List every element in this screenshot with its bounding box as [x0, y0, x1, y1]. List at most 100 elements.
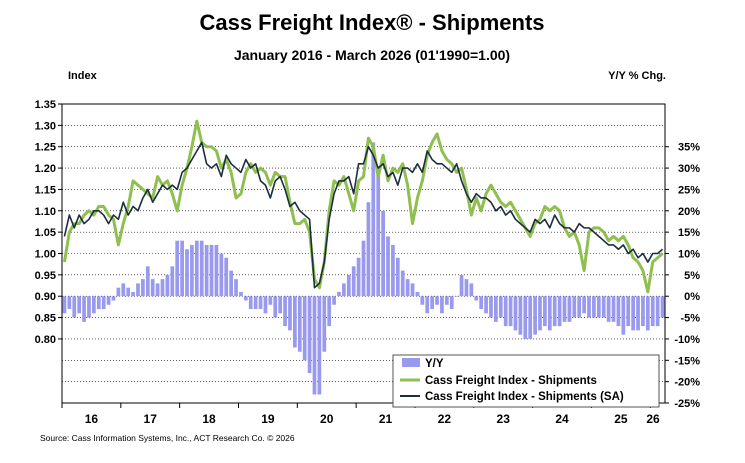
yy-bar — [322, 296, 327, 352]
yy-bar — [641, 296, 645, 327]
yy-bar — [538, 296, 542, 331]
right-tick-label: 5% — [684, 270, 700, 282]
x-tick-label: 16 — [85, 412, 99, 426]
yy-bar — [248, 296, 253, 310]
yy-bar — [513, 296, 518, 331]
legend: Y/Y Cass Freight Index - Shipments Cass … — [392, 354, 660, 408]
yy-bar — [141, 279, 145, 297]
yy-bar — [229, 270, 233, 297]
index-lines — [62, 119, 664, 294]
yy-bar — [543, 296, 547, 327]
yy-bar — [170, 266, 175, 297]
yy-bar — [489, 296, 493, 318]
yy-bar — [395, 257, 400, 297]
yy-bar — [381, 210, 385, 297]
yy-bar — [101, 296, 106, 310]
x-tick-label: 23 — [497, 412, 511, 426]
right-tick-label: -5% — [680, 313, 700, 325]
yy-bar — [435, 296, 439, 305]
right-axis-label: Y/Y % Chg. — [608, 70, 666, 82]
x-tick-label: 26 — [646, 412, 660, 426]
yy-bar — [165, 274, 170, 297]
right-tick-label: -15% — [674, 355, 700, 367]
x-tick-label: 22 — [438, 412, 452, 426]
yy-bar — [366, 202, 371, 297]
yy-bar — [199, 240, 204, 297]
yy-bar — [459, 274, 464, 297]
left-tick-label: 1.20 — [35, 163, 56, 175]
right-tick-label: -25% — [674, 398, 700, 410]
yy-bar — [376, 168, 381, 297]
yy-bar — [621, 296, 626, 335]
right-tick-label: 15% — [678, 227, 700, 239]
yy-bar — [528, 296, 533, 339]
right-tick-label: -20% — [674, 377, 700, 389]
chart-subtitle: January 2016 - March 2026 (01'1990=1.00) — [234, 47, 510, 63]
yy-bar — [484, 296, 488, 314]
yy-bar — [572, 296, 577, 318]
yy-bar — [601, 296, 606, 318]
yy-bar — [253, 296, 258, 310]
yy-bar — [224, 257, 229, 297]
yy-bar — [479, 296, 484, 310]
yy-bar — [454, 296, 459, 297]
yy-bar — [346, 274, 351, 297]
left-tick-label: 1.00 — [35, 249, 56, 261]
yy-bar — [126, 287, 131, 297]
yy-bar — [391, 244, 395, 297]
x-tick-label: 25 — [614, 412, 628, 426]
right-tick-label: -10% — [674, 334, 700, 346]
yy-bar — [523, 296, 528, 339]
yy-bar — [660, 296, 665, 318]
left-tick-label: 1.35 — [35, 99, 56, 111]
yy-bar — [577, 296, 582, 318]
right-tick-label: 30% — [678, 163, 700, 175]
yy-bar — [645, 296, 650, 331]
left-tick-label: 1.05 — [35, 227, 56, 239]
yy-bar — [567, 296, 572, 322]
shipments-sa-line — [63, 141, 664, 289]
yy-bar — [361, 240, 366, 297]
yy-bar — [400, 270, 405, 297]
yy-bar — [278, 296, 283, 314]
yy-bar — [194, 240, 199, 297]
yy-bar — [190, 244, 194, 297]
yy-bar — [175, 240, 180, 297]
left-tick-label: 0.90 — [35, 291, 56, 303]
yy-bar — [503, 296, 508, 327]
yy-bar — [180, 240, 184, 297]
yy-bar — [121, 283, 126, 297]
yy-bar — [150, 279, 155, 297]
right-axis-ticks: 35% 30% 25% 20% 15% 10% 5% 0% -5% -10% -15% -20% -25… — [665, 142, 700, 410]
yy-bar — [332, 296, 336, 305]
yy-bar — [312, 296, 317, 395]
yy-bar — [317, 296, 322, 395]
yy-bar — [327, 296, 332, 327]
yy-bar — [547, 296, 552, 331]
yy-bar — [302, 296, 307, 361]
legend-swatch-yy — [402, 358, 420, 367]
yy-bar — [464, 279, 469, 297]
yy-bar — [587, 296, 591, 318]
yy-bar — [552, 296, 557, 327]
yy-bar — [214, 244, 219, 297]
source-note: Source: Cass Information Systems, Inc., … — [40, 433, 295, 443]
yy-bar — [273, 296, 278, 318]
x-tick-label: 18 — [202, 412, 216, 426]
yy-bar — [508, 296, 513, 327]
yy-bar — [606, 296, 611, 322]
yy-bar — [611, 296, 616, 322]
x-tick-label: 17 — [144, 412, 158, 426]
yy-bar — [96, 296, 101, 310]
yy-bar — [258, 296, 263, 310]
yy-bar — [111, 296, 116, 301]
left-tick-label: 1.25 — [35, 142, 56, 154]
yy-bar — [425, 296, 430, 314]
right-tick-label: 25% — [678, 184, 700, 196]
yy-bar — [655, 296, 660, 327]
right-tick-label: 0% — [684, 291, 700, 303]
yy-bar — [82, 296, 86, 322]
yy-bar — [297, 296, 302, 352]
legend-label-yy: Y/Y — [425, 358, 444, 370]
